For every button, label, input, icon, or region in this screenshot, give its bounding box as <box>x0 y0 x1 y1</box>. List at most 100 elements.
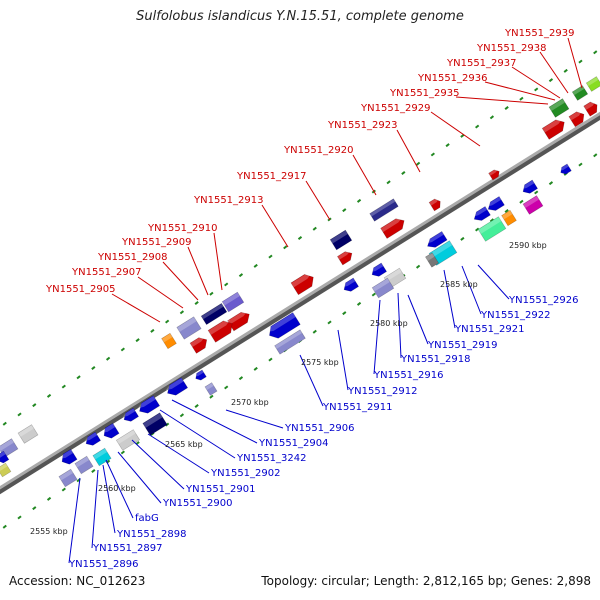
gene-feature <box>176 316 202 340</box>
gene-shape <box>207 320 233 343</box>
gene-label[interactable]: YN1551_2938 <box>476 43 547 54</box>
tick-mark <box>475 124 480 129</box>
gene-feature <box>290 273 314 296</box>
gene-label[interactable]: YN1551_2917 <box>236 171 307 182</box>
gene-label[interactable]: YN1551_2913 <box>193 195 264 206</box>
gene-label[interactable]: YN1551_2897 <box>92 543 163 554</box>
gene-highlight <box>208 320 230 335</box>
tick-mark <box>238 376 244 381</box>
gene-shape <box>167 377 189 396</box>
gene-label[interactable]: YN1551_2898 <box>116 529 187 540</box>
gene-highlight <box>142 413 163 428</box>
gene-label[interactable]: YN1551_2901 <box>185 484 256 495</box>
tick-mark <box>356 301 362 306</box>
gene-highlight <box>486 196 502 207</box>
gene-feature <box>559 163 572 175</box>
gene-label[interactable]: YN1551_2909 <box>121 237 192 248</box>
leader-line <box>162 261 199 301</box>
tick-mark <box>504 209 509 213</box>
tick-mark <box>32 403 37 408</box>
gene-label[interactable]: YN1551_2907 <box>71 267 142 278</box>
gene-label[interactable]: YN1551_2906 <box>284 423 355 434</box>
gene-label[interactable]: YN1551_2916 <box>373 370 444 381</box>
gene-highlight <box>488 169 498 176</box>
gene-shape <box>195 369 207 381</box>
gene-feature <box>522 195 544 215</box>
gene-highlight <box>370 263 384 273</box>
gene-label[interactable]: YN1551_2910 <box>147 223 218 234</box>
gene-feature <box>122 407 139 422</box>
gene-feature <box>370 262 387 277</box>
gene-shape <box>541 119 565 140</box>
gene-label[interactable]: YN1551_2921 <box>454 324 525 335</box>
gene-label[interactable]: YN1551_2922 <box>480 310 551 321</box>
gene-shape <box>568 111 585 128</box>
gene-shape <box>522 179 538 194</box>
leader-line <box>91 469 99 549</box>
gene-label[interactable]: YN1551_2900 <box>162 498 233 509</box>
leader-line <box>511 66 561 99</box>
gene-label[interactable]: YN1551_2939 <box>504 28 575 39</box>
gene-feature <box>142 412 168 436</box>
kbp-label: 2575 kbp <box>301 358 339 367</box>
tick-mark <box>120 347 125 352</box>
tick-mark <box>2 524 7 529</box>
gene-label[interactable]: YN1551_2905 <box>45 284 116 295</box>
backbone <box>0 111 600 490</box>
gene-label[interactable]: YN1551_2912 <box>347 386 418 397</box>
gene-highlight <box>75 456 90 468</box>
gene-highlight <box>425 231 444 244</box>
leader-line <box>443 269 456 329</box>
gene-highlight <box>161 333 173 343</box>
gene-shape <box>425 252 439 268</box>
tick-mark <box>578 59 583 64</box>
gene-shape <box>548 98 570 118</box>
leader-line <box>396 129 421 173</box>
leader-line <box>352 154 377 196</box>
gene-label[interactable]: YN1551_2936 <box>417 73 488 84</box>
leader-line <box>147 433 210 474</box>
gene-highlight <box>330 230 348 244</box>
gene-shape <box>473 206 491 221</box>
leader-line <box>337 329 349 391</box>
tick-mark <box>430 152 435 157</box>
gene-label[interactable]: YN1551_2935 <box>389 88 460 99</box>
kbp-label: 2585 kbp <box>440 280 478 289</box>
gene-label[interactable]: YN1551_2904 <box>258 438 329 449</box>
gene-feature <box>189 336 208 354</box>
gene-label[interactable]: YN1551_3242 <box>236 453 307 464</box>
tick-mark <box>460 236 465 241</box>
gene-label[interactable]: YN1551_2919 <box>427 340 498 351</box>
gene-feature <box>0 450 10 464</box>
leader-line <box>261 204 289 248</box>
gene-highlight <box>291 273 312 288</box>
gene-label[interactable]: fabG <box>135 513 159 524</box>
leader-line <box>117 451 162 504</box>
leader-line <box>137 276 184 309</box>
gene-label[interactable]: YN1551_2937 <box>446 58 517 69</box>
gene-label[interactable]: YN1551_2926 <box>508 295 579 306</box>
gene-shape <box>501 209 517 227</box>
gene-shape <box>227 311 250 332</box>
gene-shape <box>92 447 112 467</box>
gene-highlight <box>559 164 569 171</box>
gene-shape <box>585 76 600 92</box>
gene-highlight <box>102 423 116 433</box>
gene-label[interactable]: YN1551_2929 <box>360 103 431 114</box>
gene-highlight <box>472 206 488 217</box>
gene-label[interactable]: YN1551_2902 <box>210 468 281 479</box>
tick-mark <box>17 515 22 520</box>
gene-label[interactable]: YN1551_2911 <box>322 402 393 413</box>
gene-shape <box>487 196 505 211</box>
gene-label[interactable]: YN1551_2908 <box>97 252 168 263</box>
gene-highlight <box>380 217 403 233</box>
gene-highlight <box>478 217 502 234</box>
gene-label[interactable]: YN1551_2920 <box>283 145 354 156</box>
leader-line <box>131 439 185 490</box>
gene-label[interactable]: YN1551_2923 <box>327 120 398 131</box>
gene-label[interactable]: YN1551_2896 <box>68 559 139 570</box>
tick-mark <box>519 199 524 204</box>
gene-shape <box>337 251 353 266</box>
gene-label[interactable]: YN1551_2918 <box>400 354 471 365</box>
gene-shape <box>477 216 507 242</box>
